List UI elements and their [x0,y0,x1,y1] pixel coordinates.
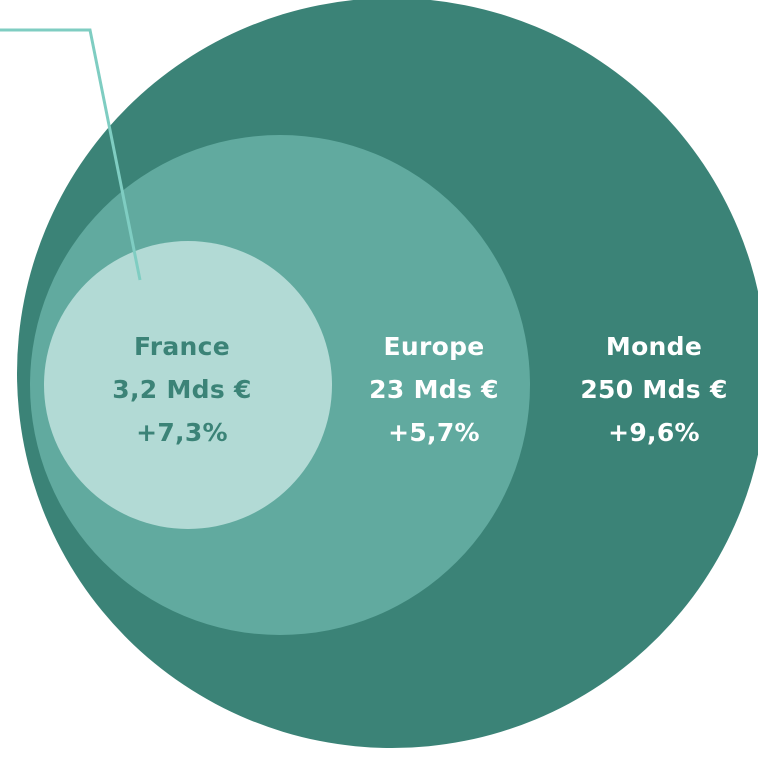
monde-growth-label: +9,6% [608,418,700,447]
france-growth-label: +7,3% [136,418,228,447]
europe-name-label: Europe [383,332,484,361]
europe-growth-label: +5,7% [388,418,480,447]
france-circle [44,241,332,529]
france-name-label: France [134,332,230,361]
france-value-label: 3,2 Mds € [112,375,251,404]
europe-value-label: 23 Mds € [369,375,499,404]
monde-name-label: Monde [606,332,702,361]
monde-value-label: 250 Mds € [580,375,727,404]
callout-connector-line [0,28,142,281]
